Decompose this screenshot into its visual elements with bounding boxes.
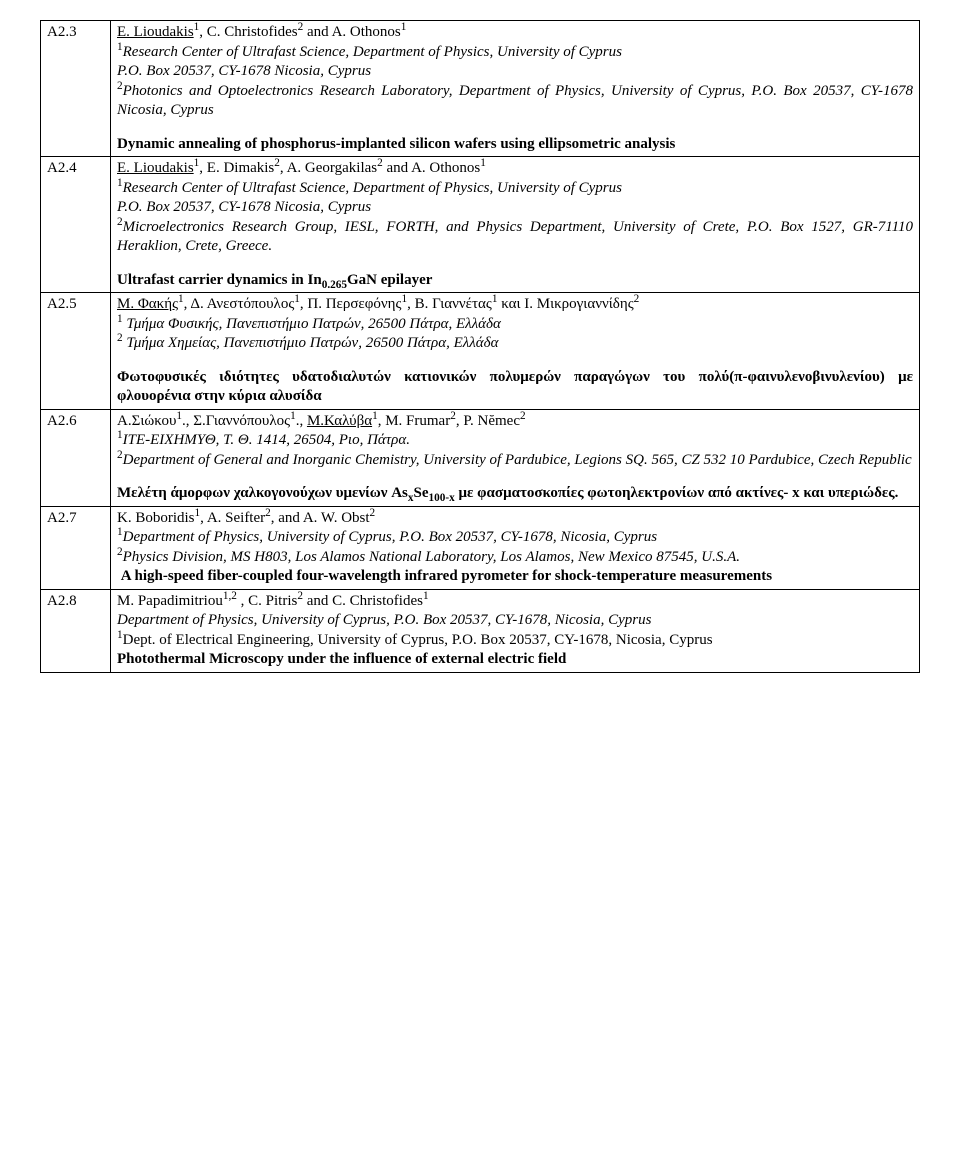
abstract-id: A2.7: [41, 506, 111, 589]
abstract-id: A2.3: [41, 21, 111, 157]
abstract-title: Dynamic annealing of phosphorus-implante…: [117, 135, 913, 155]
spacer: [117, 121, 913, 135]
abstract-id: A2.6: [41, 409, 111, 506]
affiliation-line: 1Dept. of Electrical Engineering, Univer…: [117, 631, 913, 651]
affiliation-line: 2Physics Division, MS H803, Los Alamos N…: [117, 548, 913, 568]
affiliation-line: 2Microelectronics Research Group, IESL, …: [117, 218, 913, 257]
spacer: [117, 470, 913, 484]
affiliation-line: 2Photonics and Optoelectronics Research …: [117, 82, 913, 121]
abstract-body: Μ. Φακής1, Δ. Ανεστόπουλος1, Π. Περσεφόν…: [111, 293, 920, 410]
abstract-body: K. Boboridis1, A. Seifter2, and A. W. Ob…: [111, 506, 920, 589]
spacer: [117, 354, 913, 368]
abstract-title: Photothermal Microscopy under the influe…: [117, 650, 913, 670]
affiliation-line: P.O. Box 20537, CY-1678 Nicosia, Cyprus: [117, 62, 913, 82]
authors-line: K. Boboridis1, A. Seifter2, and A. W. Ob…: [117, 509, 913, 529]
abstract-body: M. Papadimitriou1,2 , C. Pitris2 and C. …: [111, 589, 920, 672]
abstract-id: A2.8: [41, 589, 111, 672]
affiliation-line: 2 Τμήμα Χημείας, Πανεπιστήμιο Πατρών, 26…: [117, 334, 913, 354]
abstract-id: A2.4: [41, 157, 111, 293]
authors-line: E. Lioudakis1, E. Dimakis2, A. Georgakil…: [117, 159, 913, 179]
abstract-title: Φωτοφυσικές ιδιότητες υδατοδιαλυτών κατι…: [117, 368, 913, 407]
abstract-body: Α.Σιώκου1., Σ.Γιαννόπουλος1., Μ.Καλύβα1,…: [111, 409, 920, 506]
affiliation-line: 1Department of Physics, University of Cy…: [117, 528, 913, 548]
abstract-body: E. Lioudakis1, C. Christofides2 and A. O…: [111, 21, 920, 157]
affiliation-line: 1ΙΤΕ-ΕΙΧΗΜΥΘ, Τ. Θ. 1414, 26504, Ριο, Πά…: [117, 431, 913, 451]
spacer: [117, 257, 913, 271]
authors-line: Μ. Φακής1, Δ. Ανεστόπουλος1, Π. Περσεφόν…: [117, 295, 913, 315]
abstract-title: A high-speed fiber-coupled four-waveleng…: [117, 567, 913, 587]
authors-line: Α.Σιώκου1., Σ.Γιαννόπουλος1., Μ.Καλύβα1,…: [117, 412, 913, 432]
abstract-body: E. Lioudakis1, E. Dimakis2, A. Georgakil…: [111, 157, 920, 293]
affiliation-line: Department of Physics, University of Cyp…: [117, 611, 913, 631]
affiliation-line: 2Department of General and Inorganic Che…: [117, 451, 913, 471]
abstract-id: A2.5: [41, 293, 111, 410]
authors-line: E. Lioudakis1, C. Christofides2 and A. O…: [117, 23, 913, 43]
abstract-title: Ultrafast carrier dynamics in In0.265GaN…: [117, 271, 913, 291]
authors-line: M. Papadimitriou1,2 , C. Pitris2 and C. …: [117, 592, 913, 612]
affiliation-line: 1 Τμήμα Φυσικής, Πανεπιστήμιο Πατρών, 26…: [117, 315, 913, 335]
document-page: A2.3 E. Lioudakis1, C. Christofides2 and …: [0, 0, 960, 693]
abstract-title: Μελέτη άμορφων χαλκογονούχων υμενίων Asx…: [117, 484, 913, 504]
affiliation-line: 1Research Center of Ultrafast Science, D…: [117, 179, 913, 199]
affiliation-line: P.O. Box 20537, CY-1678 Nicosia, Cyprus: [117, 198, 913, 218]
affiliation-line: 1Research Center of Ultrafast Science, D…: [117, 43, 913, 63]
abstracts-table: A2.3 E. Lioudakis1, C. Christofides2 and …: [40, 20, 920, 673]
